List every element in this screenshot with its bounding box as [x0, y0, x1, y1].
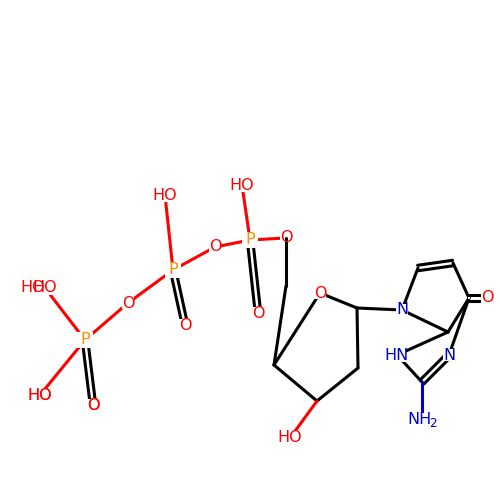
FancyBboxPatch shape [36, 281, 54, 295]
Text: HO: HO [32, 280, 58, 295]
FancyBboxPatch shape [242, 232, 258, 248]
FancyBboxPatch shape [122, 297, 134, 309]
Text: O: O [481, 290, 493, 306]
Text: HO: HO [28, 388, 52, 402]
FancyBboxPatch shape [443, 349, 455, 361]
Text: HN: HN [385, 348, 409, 362]
Text: P: P [245, 232, 255, 248]
FancyBboxPatch shape [165, 262, 181, 278]
Text: NH: NH [408, 412, 432, 428]
FancyBboxPatch shape [280, 232, 292, 244]
Text: 2: 2 [429, 417, 437, 430]
Text: O: O [87, 398, 99, 412]
Text: P: P [80, 332, 90, 347]
FancyBboxPatch shape [87, 399, 99, 411]
FancyBboxPatch shape [179, 319, 191, 331]
Text: HO: HO [278, 430, 302, 446]
FancyBboxPatch shape [252, 307, 264, 319]
Text: O: O [252, 306, 264, 320]
Text: O: O [87, 398, 99, 412]
FancyBboxPatch shape [281, 431, 299, 445]
Text: N: N [443, 348, 455, 362]
Text: HO: HO [28, 388, 52, 402]
Text: HO: HO [230, 178, 254, 192]
Text: HO: HO [20, 280, 45, 295]
Text: O: O [280, 230, 292, 246]
FancyBboxPatch shape [468, 297, 470, 299]
Text: O: O [122, 296, 134, 310]
FancyBboxPatch shape [77, 332, 93, 348]
Text: O: O [179, 318, 191, 332]
FancyBboxPatch shape [31, 388, 49, 402]
FancyBboxPatch shape [388, 348, 406, 362]
Text: N: N [396, 302, 408, 318]
Text: P: P [168, 262, 178, 278]
FancyBboxPatch shape [209, 241, 221, 253]
FancyBboxPatch shape [481, 292, 493, 304]
FancyBboxPatch shape [233, 178, 251, 192]
Text: HO: HO [152, 188, 178, 202]
FancyBboxPatch shape [396, 304, 408, 316]
FancyBboxPatch shape [156, 188, 174, 202]
FancyBboxPatch shape [314, 287, 326, 299]
Text: O: O [209, 240, 221, 254]
Text: O: O [314, 286, 326, 300]
FancyBboxPatch shape [412, 412, 432, 428]
